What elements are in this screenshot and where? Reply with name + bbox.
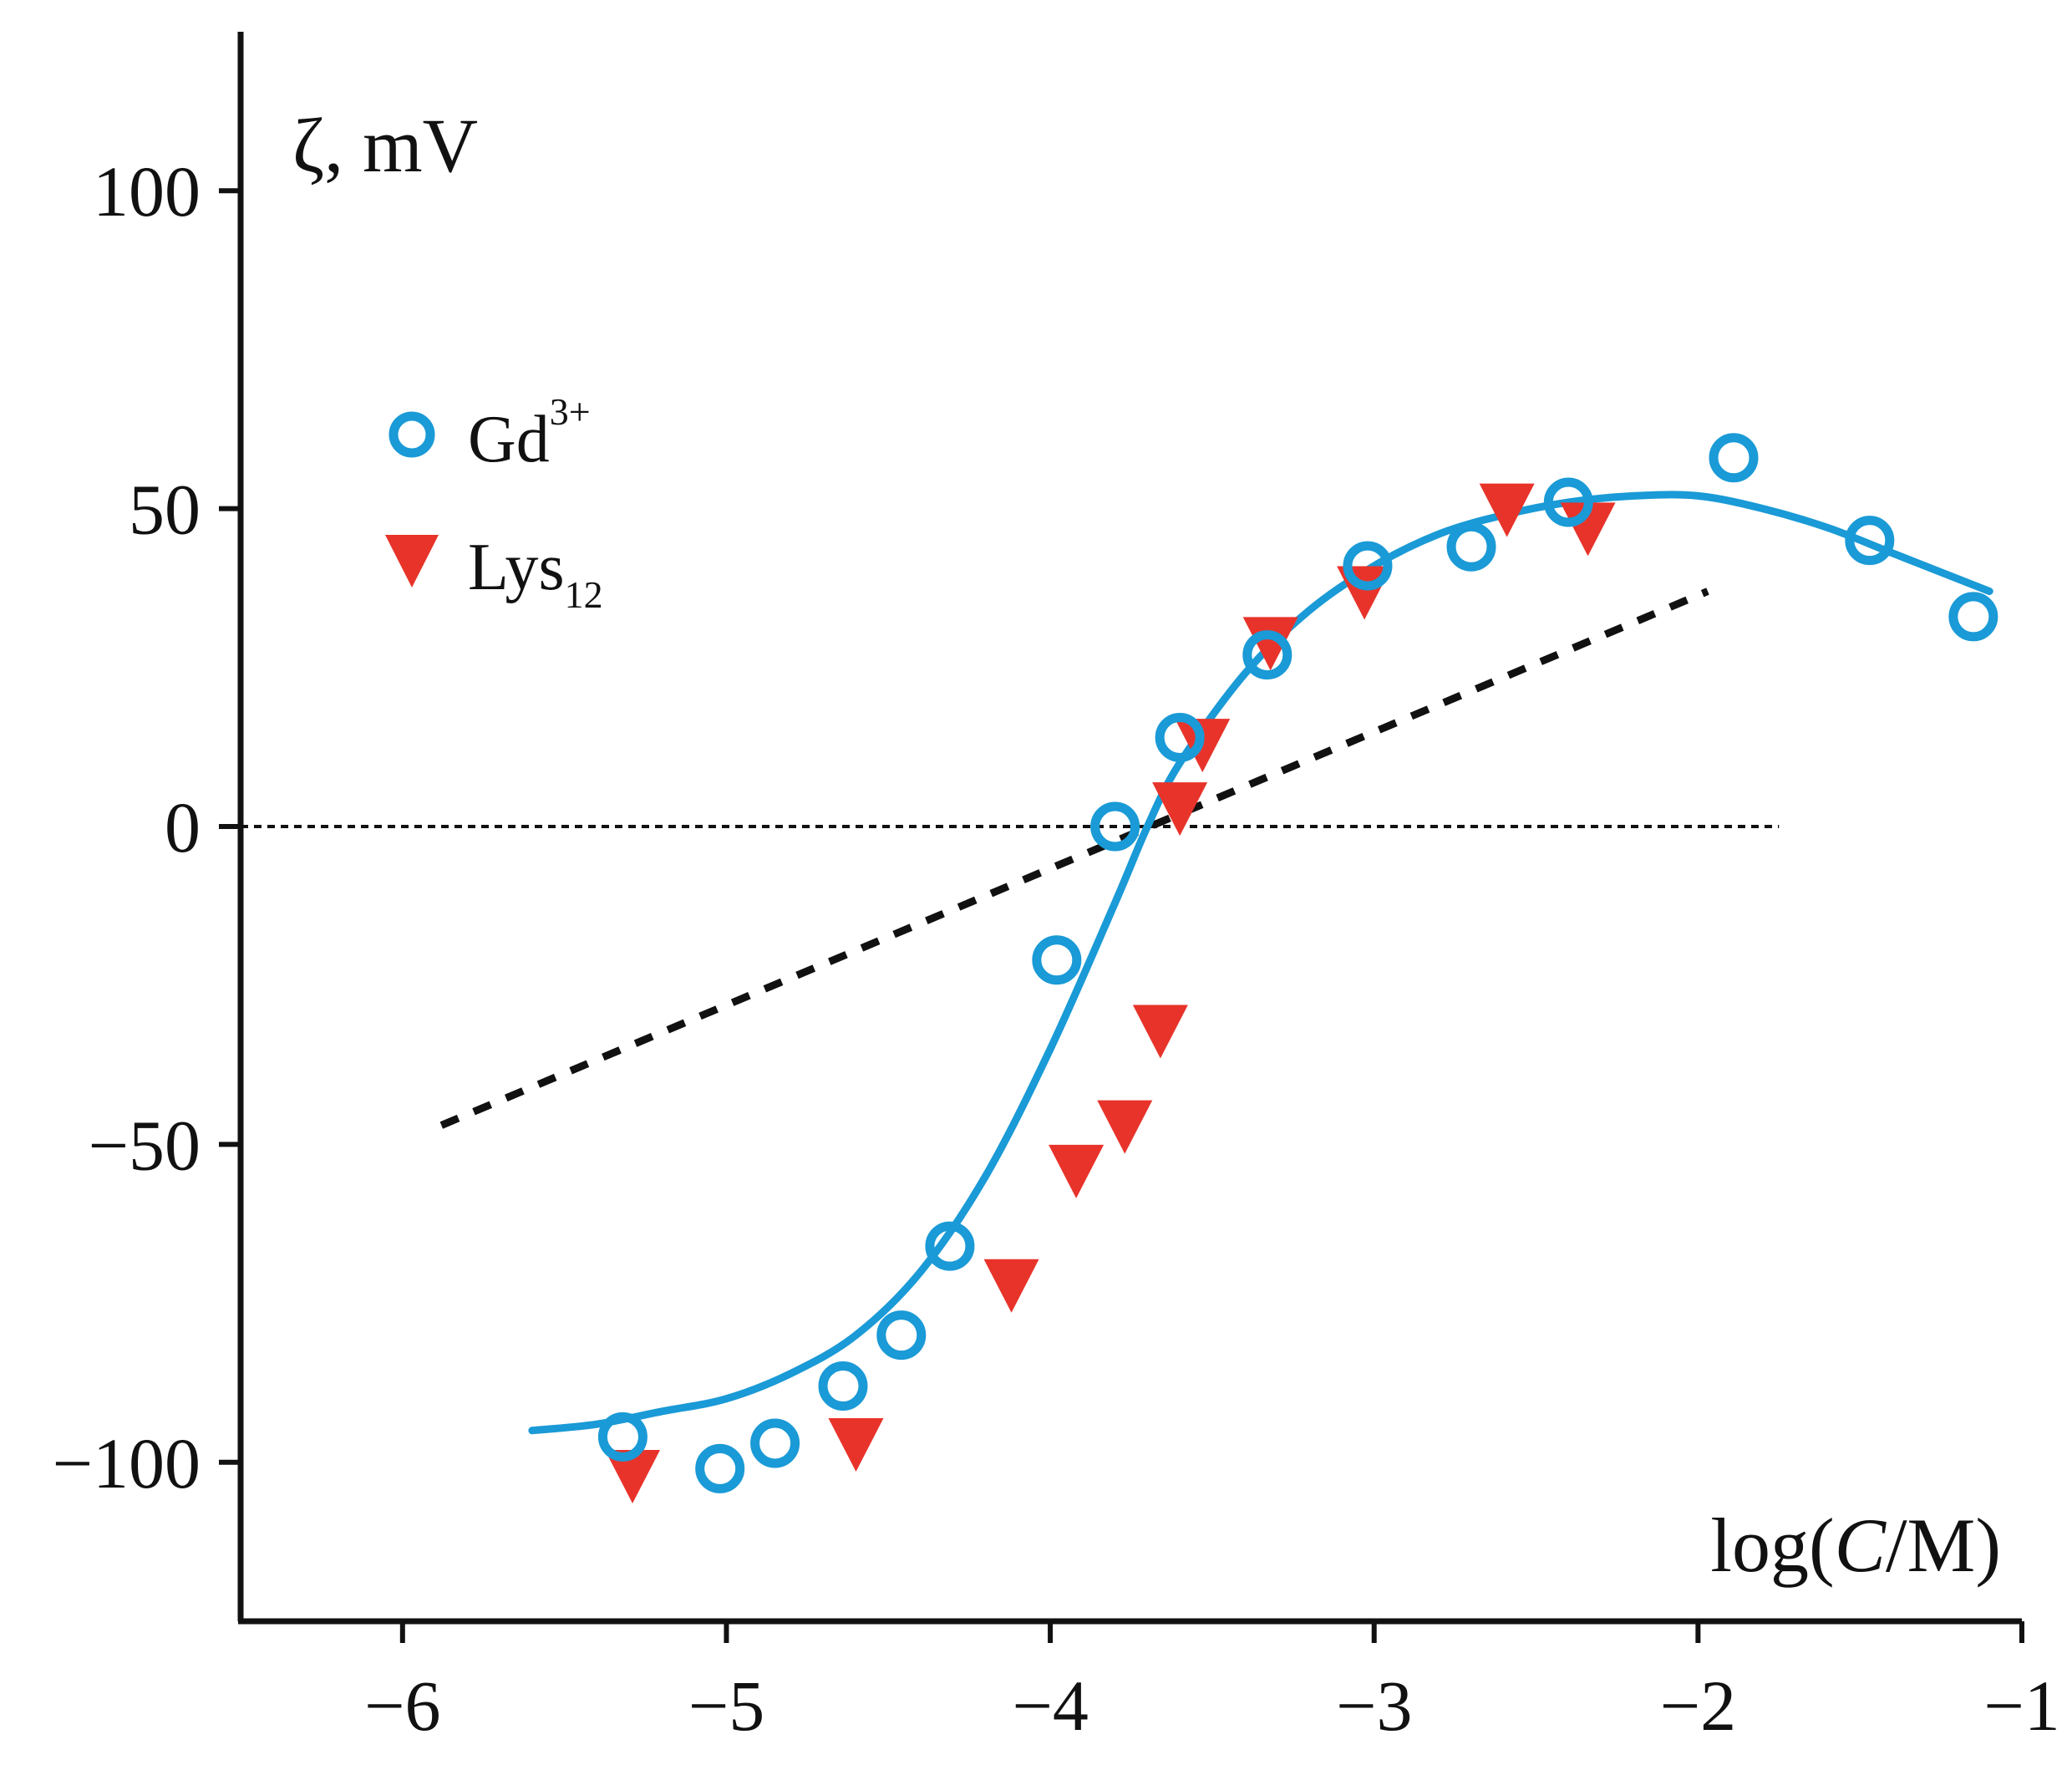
legend-label-gd-main: Gd — [468, 403, 550, 476]
gd-data-point — [876, 1310, 927, 1361]
lys-data-point — [605, 1450, 661, 1504]
gd-data-point — [818, 1361, 868, 1411]
x-tick-label: −3 — [1336, 1666, 1413, 1746]
y-tick-label: −50 — [88, 1105, 201, 1185]
y-tick-label: −100 — [52, 1423, 201, 1503]
axes — [219, 32, 2024, 1643]
dashed-trend-line — [439, 587, 1709, 1129]
x-axis-title-prefix: log( — [1710, 1503, 1834, 1588]
gd-data-point — [1032, 935, 1082, 985]
gd-data-point — [1155, 712, 1205, 762]
lys-data-point — [1242, 617, 1298, 671]
gd-data-point — [1543, 477, 1593, 527]
x-axis-title: log(C/M) — [1710, 1503, 2001, 1588]
legend-label-lys-main: Lys — [468, 531, 565, 604]
x-tick-label: −5 — [688, 1666, 765, 1746]
gd-data-point — [925, 1221, 975, 1271]
gd-data-point — [1242, 630, 1292, 680]
y-tick-label: 0 — [165, 787, 201, 867]
x-tick-label: −1 — [1983, 1666, 2060, 1746]
y-axis-title: ζ, mV — [292, 103, 478, 188]
lys-data-point — [1049, 1144, 1105, 1198]
lys-data-point — [983, 1259, 1039, 1313]
gd-data-point — [695, 1443, 745, 1493]
x-axis-title-suffix: /M) — [1886, 1503, 2001, 1588]
lys-data-point — [1152, 782, 1208, 837]
y-tick-label: 100 — [93, 151, 201, 231]
gd-data-point — [1343, 541, 1393, 591]
y-tick-label: 50 — [129, 470, 201, 550]
legend-label-lys: Lys12 — [468, 531, 603, 616]
legend-marker-gd — [388, 411, 435, 458]
legend-label-gd-superscript: 3+ — [550, 390, 591, 433]
tick-labels: −6 −5 −4 −3 −2 −1 100 50 0 −50 −100 — [52, 151, 2059, 1746]
legend-label-gd: Gd3+ — [468, 390, 591, 476]
gd-data-point — [1709, 433, 1759, 483]
x-tick-label: −6 — [364, 1666, 441, 1746]
lys-data-point — [1479, 483, 1535, 537]
x-tick-label: −4 — [1012, 1666, 1089, 1746]
gd-data-point — [1446, 521, 1496, 572]
lys-data-point — [1132, 1005, 1188, 1059]
lys-data-point — [828, 1417, 884, 1472]
gd-data-point — [1090, 801, 1140, 852]
lys-data-point — [1560, 502, 1616, 557]
gd-data-point — [1845, 516, 1895, 566]
gd-data-point — [750, 1418, 800, 1468]
legend-marker-lys — [385, 535, 439, 587]
x-axis-title-variable: C — [1835, 1503, 1887, 1588]
data-points — [597, 433, 1998, 1504]
dashed-line — [439, 587, 1709, 1129]
lys-data-point — [1097, 1100, 1153, 1154]
legend-label-lys-subscript: 12 — [565, 573, 603, 616]
legend: Gd3+ Lys12 — [385, 390, 603, 616]
gd-data-point — [597, 1411, 648, 1462]
gd-data-point — [1948, 592, 1998, 642]
x-tick-label: −2 — [1660, 1666, 1737, 1746]
